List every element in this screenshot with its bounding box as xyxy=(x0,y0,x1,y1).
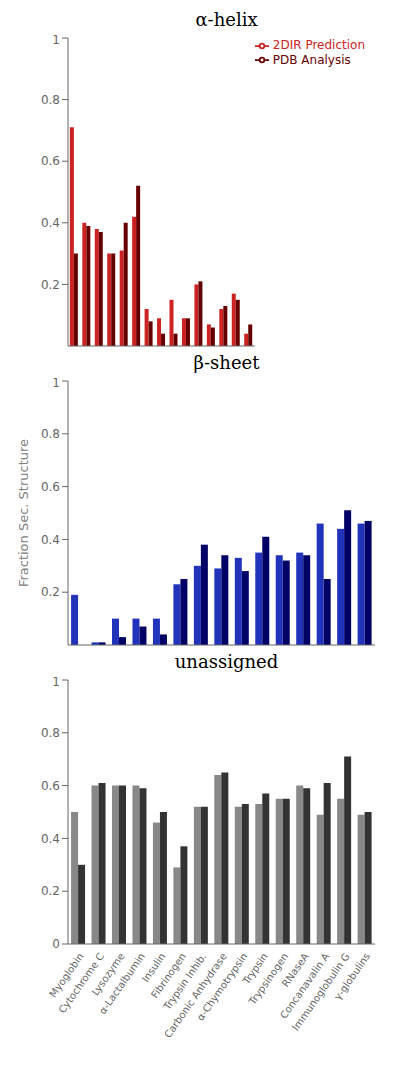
html-text:β-sheet: β-sheet xyxy=(193,352,260,373)
svg-text:0.4: 0.4 xyxy=(41,832,60,846)
svg-text:0.4: 0.4 xyxy=(41,216,60,230)
svg-text:Cytochrome C: Cytochrome C xyxy=(56,950,107,1016)
svg-text:Myoglobin: Myoglobin xyxy=(47,950,86,1000)
svg-text:0.6: 0.6 xyxy=(41,480,60,494)
svg-text:RNaseA: RNaseA xyxy=(279,950,311,989)
svg-text:0.8: 0.8 xyxy=(41,93,60,107)
svg-text:Fraction Sec. Structure: Fraction Sec. Structure xyxy=(16,439,31,587)
svg-text:Immunoglobulin G: Immunoglobulin G xyxy=(290,950,352,1033)
html-text:2DIR Prediction: 2DIR Prediction xyxy=(272,38,365,52)
html-text:PDB Analysis: PDB Analysis xyxy=(272,52,351,67)
svg-text:1: 1 xyxy=(52,376,60,390)
svg-text:0.4: 0.4 xyxy=(41,533,60,547)
svg-text:α-Chymotrypsin: α-Chymotrypsin xyxy=(195,951,250,1023)
svg-text:Lysozyme: Lysozyme xyxy=(89,950,127,998)
svg-text:0.8: 0.8 xyxy=(41,427,60,441)
svg-text:0.6: 0.6 xyxy=(41,779,60,793)
svg-text:0.8: 0.8 xyxy=(41,726,60,740)
html-text:unassigned: unassigned xyxy=(174,651,279,672)
svg-text:Insulin: Insulin xyxy=(139,950,168,984)
svg-text:Carbonic Anhydrase: Carbonic Anhydrase xyxy=(162,950,229,1040)
svg-text:0: 0 xyxy=(52,937,60,951)
svg-text:0.2: 0.2 xyxy=(41,585,60,599)
svg-text:Fibrinogen: Fibrinogen xyxy=(149,950,188,1001)
svg-text:0.6: 0.6 xyxy=(41,154,60,168)
svg-text:Trypsin Inhib.: Trypsin Inhib. xyxy=(161,950,209,1012)
svg-text:0.2: 0.2 xyxy=(41,884,60,898)
svg-text:Concanavalin A: Concanavalin A xyxy=(277,950,332,1021)
html-text:α-helix: α-helix xyxy=(195,9,258,30)
svg-text:γ-globulins: γ-globulins xyxy=(332,951,372,1002)
svg-text:1: 1 xyxy=(52,675,60,689)
svg-text:Trypsin: Trypsin xyxy=(240,950,270,987)
svg-text:1: 1 xyxy=(52,33,60,47)
svg-text:0.2: 0.2 xyxy=(41,278,60,292)
svg-text:α-Lactalbumin: α-Lactalbumin xyxy=(97,951,147,1016)
svg-text:Trypsinogen: Trypsinogen xyxy=(246,950,291,1007)
